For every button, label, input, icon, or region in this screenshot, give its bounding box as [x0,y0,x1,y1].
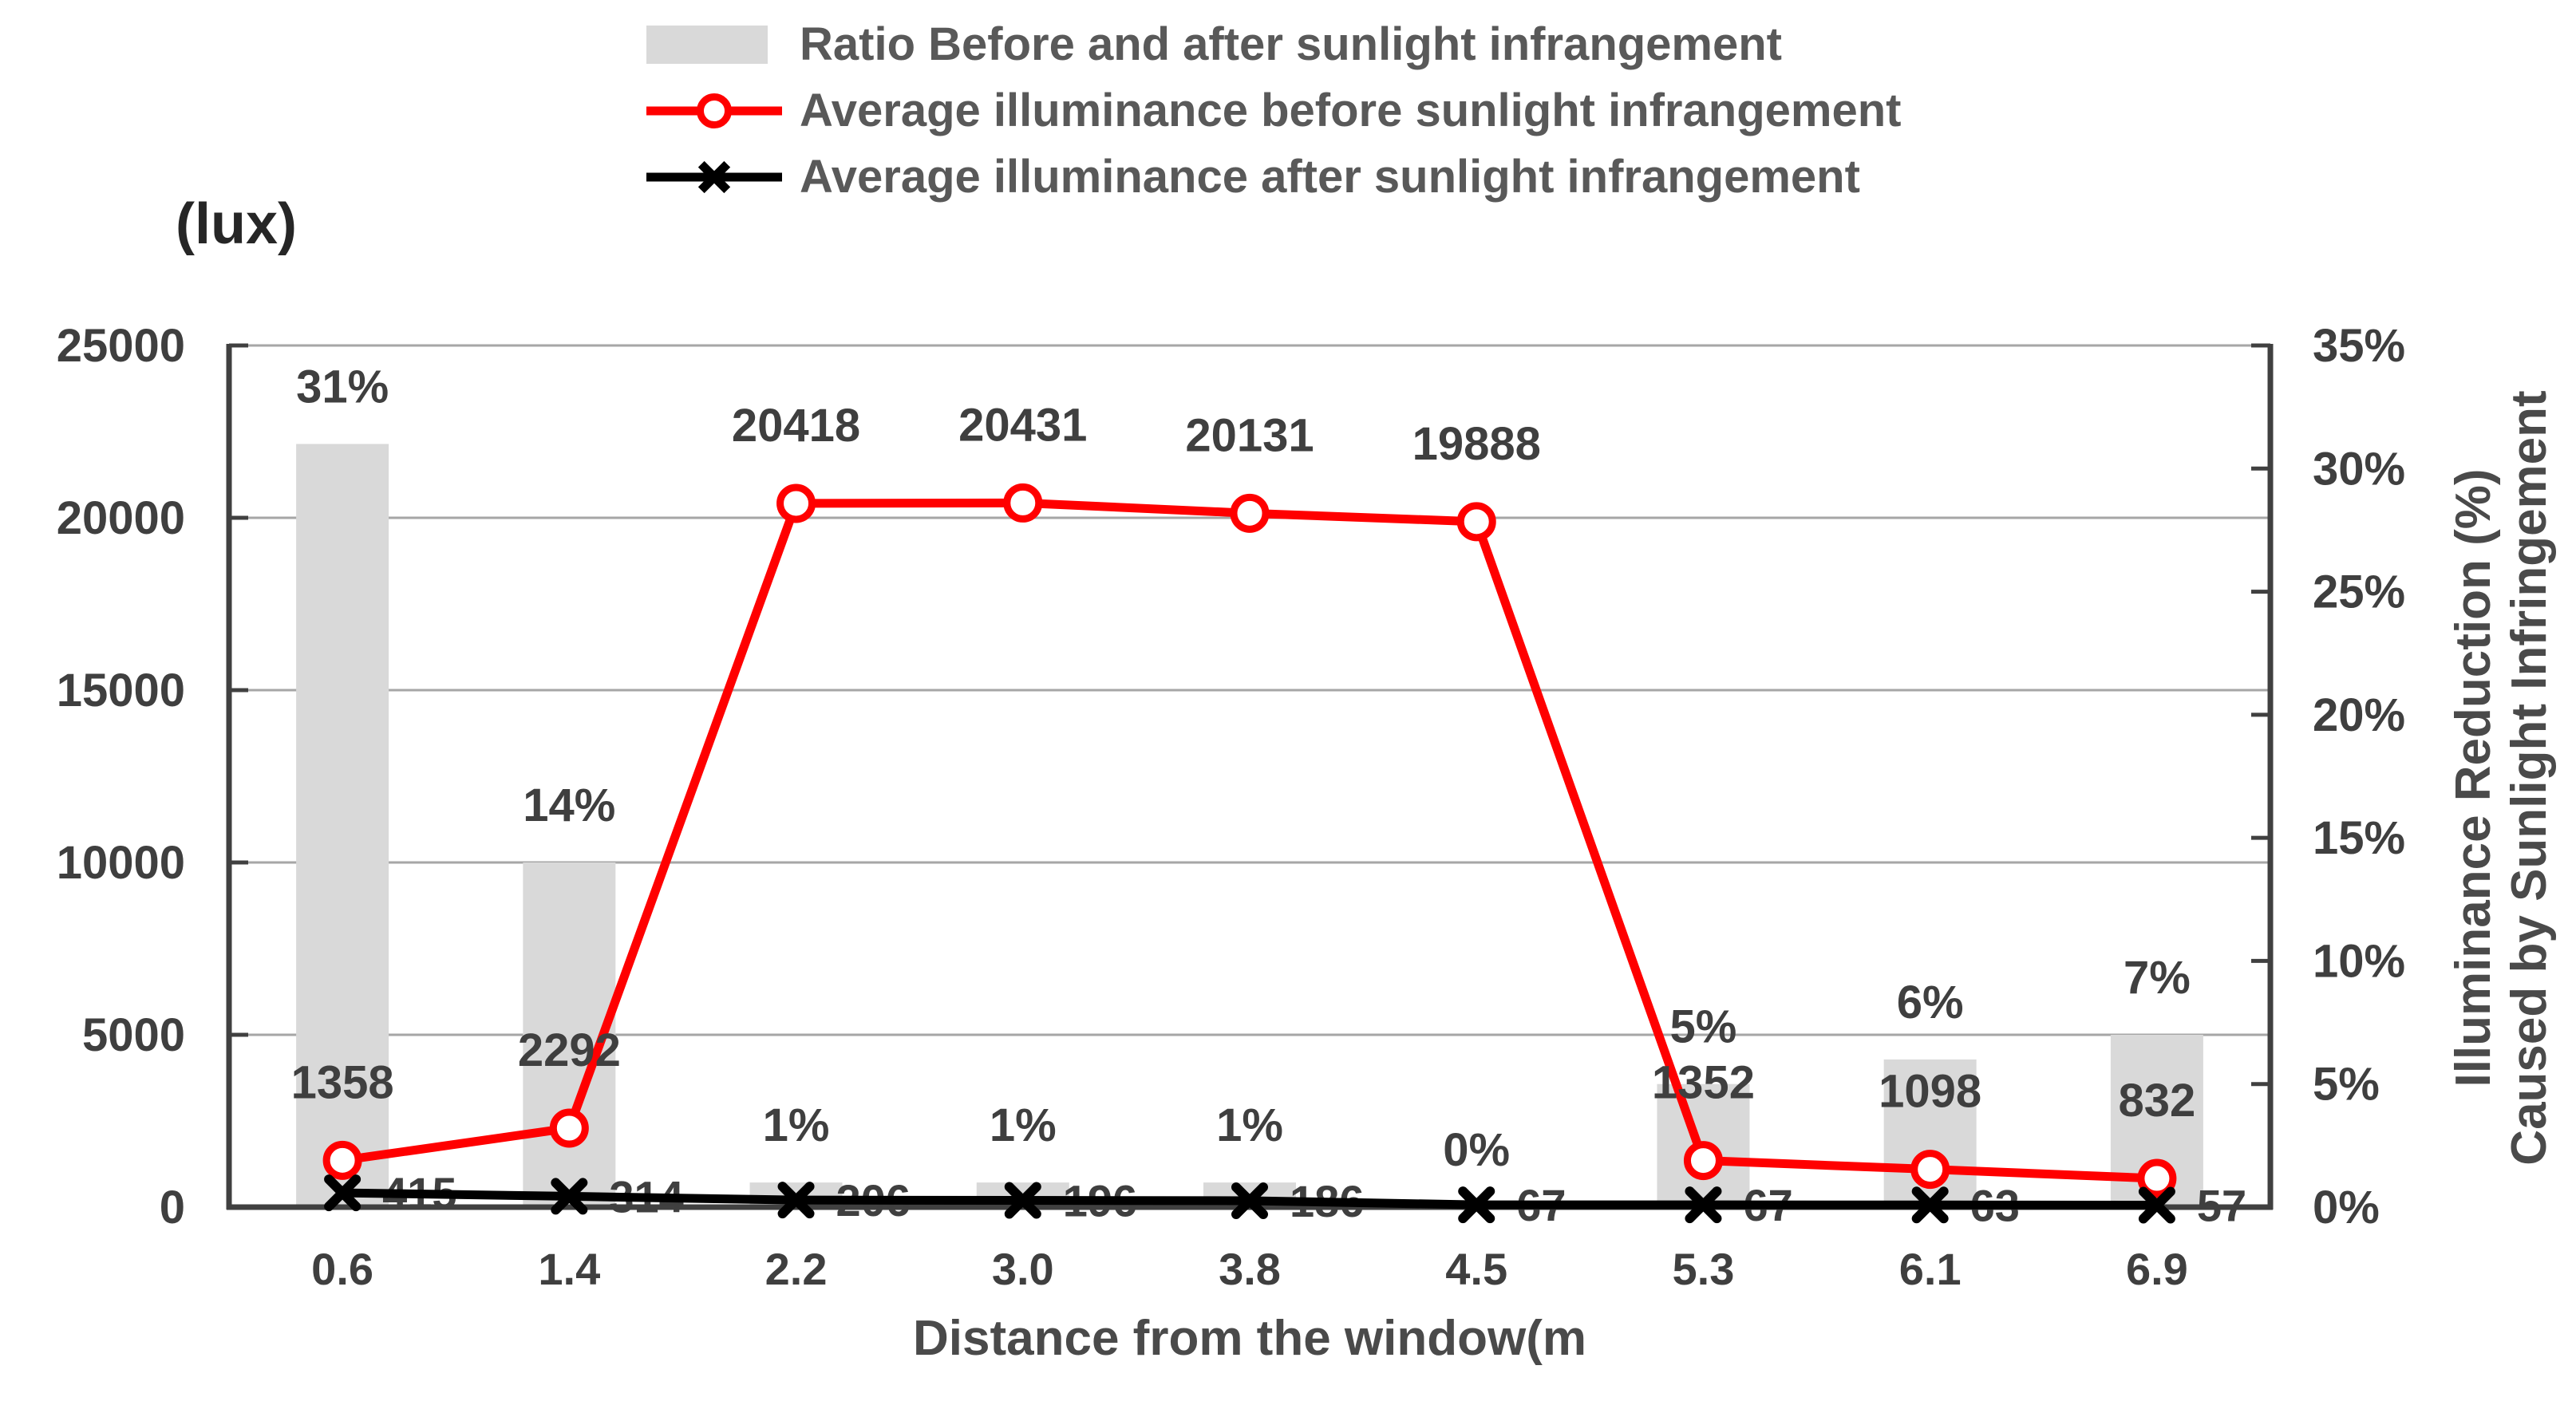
after-point-marker [1231,1182,1268,1219]
after-point-marker [2138,1186,2175,1224]
left-tick-label: 5000 [82,1009,185,1061]
legend-item-ratio-bar: Ratio Before and after sunlight infrange… [646,11,1901,77]
before-point-marker [1683,1141,1723,1181]
left-tick-label: 0 [160,1182,185,1233]
before-value-label: 1098 [1879,1066,1981,1118]
ratio-label: 14% [523,779,615,831]
legend: Ratio Before and after sunlight infrange… [646,11,1901,210]
left-tick-label: 20000 [57,492,185,544]
after-point-marker [1911,1186,1949,1224]
right-axis-title-line2: Caused by Sunlight Infringement [2502,390,2557,1166]
x-tick-label: 6.9 [2126,1244,2188,1294]
before-point-marker [1456,502,1496,542]
legend-label-after: Average illuminance after sunlight infra… [800,151,1860,203]
x-tick-label: 3.8 [1219,1244,1281,1294]
ratio-label: 0% [1443,1124,1510,1176]
ratio-label: 5% [1670,1001,1737,1053]
right-tick-label: 15% [2313,812,2405,864]
ratio-label: 1% [763,1099,830,1151]
before-value-label: 832 [2118,1075,2195,1127]
x-tick-label: 2.2 [765,1244,828,1294]
ratio-label: 1% [1216,1099,1283,1151]
legend-label-before: Average illuminance before sunlight infr… [800,85,1902,136]
before-value-label: 19888 [1412,418,1541,470]
right-tick-label: 30% [2313,443,2405,495]
right-tick-label: 20% [2313,689,2405,741]
before-value-label: 1352 [1652,1057,1755,1109]
x-tick-label: 1.4 [538,1244,600,1294]
right-tick-label: 35% [2313,320,2405,372]
legend-sample-before [646,77,782,144]
after-point-marker [324,1174,362,1212]
x-tick-label: 5.3 [1673,1244,1735,1294]
x-tick-label: 0.6 [311,1244,373,1294]
x-tick-label: 6.1 [1899,1244,1962,1294]
before-point-marker [776,483,816,523]
after-point-marker [777,1182,815,1219]
legend-label-ratio: Ratio Before and after sunlight infrange… [800,18,1782,70]
right-axis-title-line1: Illuminance Reduction (%) [2446,468,2501,1087]
ratio-label: 6% [1897,977,1964,1028]
after-point-marker [1004,1182,1041,1219]
after-point-marker [1458,1186,1495,1224]
left-axis-unit-label: (lux) [176,192,297,256]
before-value-label: 2292 [518,1024,621,1076]
bar-swatch-icon [646,25,768,64]
ratio-label: 7% [2124,952,2191,1004]
left-tick-label: 25000 [57,320,185,372]
legend-sample-bar [646,11,782,77]
before-value-label: 20431 [958,399,1087,451]
legend-item-after-line: Average illuminance after sunlight infra… [646,144,1901,210]
legend-item-before-line: Average illuminance before sunlight infr… [646,77,1901,144]
ratio-bar [296,444,389,1207]
after-point-marker [1685,1186,1722,1224]
ratio-label: 1% [990,1099,1057,1151]
x-tick-label: 4.5 [1445,1244,1507,1294]
before-point-marker [1003,483,1043,523]
left-tick-label: 15000 [57,665,185,716]
before-point-marker [2137,1158,2177,1198]
x-tick-label: 3.0 [992,1244,1054,1294]
before-point-marker [549,1108,589,1148]
before-value-label: 20131 [1185,409,1314,461]
right-tick-label: 25% [2313,566,2405,618]
legend-sample-after [646,144,782,210]
right-tick-label: 10% [2313,935,2405,987]
before-value-label: 20418 [732,400,860,452]
right-tick-label: 5% [2313,1059,2380,1111]
ratio-label: 31% [296,361,389,412]
before-point-marker [1230,493,1270,533]
left-tick-label: 10000 [57,837,185,889]
after-value-label: 57 [2197,1181,2246,1231]
right-tick-label: 0% [2313,1182,2380,1233]
after-point-marker [551,1178,588,1215]
before-point-marker [1910,1150,1950,1190]
before-value-label: 1358 [291,1056,394,1108]
before-point-marker [322,1140,362,1180]
x-axis-title: Distance from the window(m [913,1311,1586,1366]
circle-marker-icon [697,93,732,128]
right-axis-title: Illuminance Reduction (%) Caused by Sunl… [2446,331,2558,1225]
